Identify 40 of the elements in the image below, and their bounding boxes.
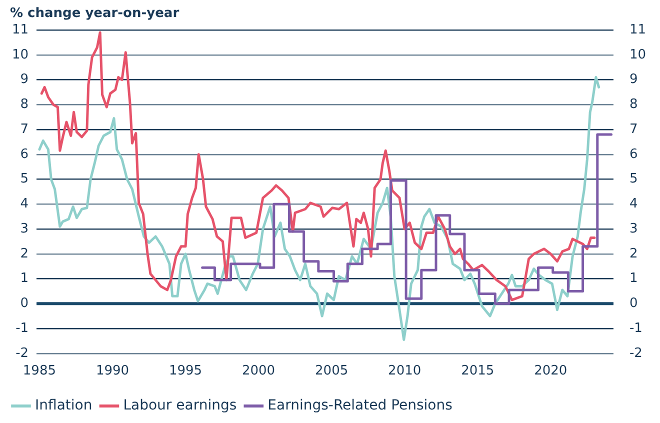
x-tick-label: 1985 <box>22 364 56 379</box>
y2-tick-label: 7 <box>629 122 638 137</box>
y-tick-label: -1 <box>16 320 29 336</box>
x-tick-label: 2010 <box>388 364 422 379</box>
y2-tick-label: 2 <box>629 246 638 262</box>
y-tick-label: 9 <box>20 72 29 88</box>
legend-label: Inflation <box>35 398 92 414</box>
legend-label: Labour earnings <box>123 398 237 414</box>
y-tick-label: 11 <box>12 22 29 38</box>
y2-tick-label: 0 <box>629 296 638 312</box>
y2-tick-label: 6 <box>629 146 638 162</box>
y2-tick-label: -2 <box>629 346 642 361</box>
y2-tick-label: 8 <box>629 97 638 112</box>
x-tick-label: 1990 <box>96 364 130 379</box>
y-tick-label: 6 <box>20 146 29 162</box>
x-tick-label: 1995 <box>168 364 202 379</box>
y-tick-label: 7 <box>20 122 29 137</box>
y-tick-label: 2 <box>20 246 29 262</box>
y-tick-label: 4 <box>20 196 29 212</box>
y-tick-label: -2 <box>16 346 29 361</box>
y-tick-label: 1 <box>20 271 29 286</box>
y-tick-label: 8 <box>20 97 29 112</box>
y2-tick-label: 1 <box>629 271 638 286</box>
y-axis-title: % change year-on-year <box>10 6 180 21</box>
y2-tick-label: 9 <box>629 72 638 88</box>
legend-label: Earnings-Related Pensions <box>268 398 452 414</box>
y-tick-label: 10 <box>12 47 29 62</box>
y2-tick-label: 5 <box>629 172 638 187</box>
y2-tick-label: 11 <box>629 22 646 38</box>
y2-tick-label: 10 <box>629 47 646 62</box>
y-tick-label: 5 <box>20 172 29 187</box>
y2-tick-label: -1 <box>629 320 642 336</box>
y2-tick-label: 3 <box>629 221 638 236</box>
x-tick-label: 2020 <box>534 364 568 379</box>
y-tick-label: 0 <box>20 296 29 312</box>
x-tick-label: 2005 <box>315 364 348 379</box>
x-tick-label: 2000 <box>242 364 276 379</box>
y-tick-label: 3 <box>20 221 29 236</box>
x-tick-label: 2015 <box>461 364 494 379</box>
y2-tick-label: 4 <box>629 196 638 212</box>
